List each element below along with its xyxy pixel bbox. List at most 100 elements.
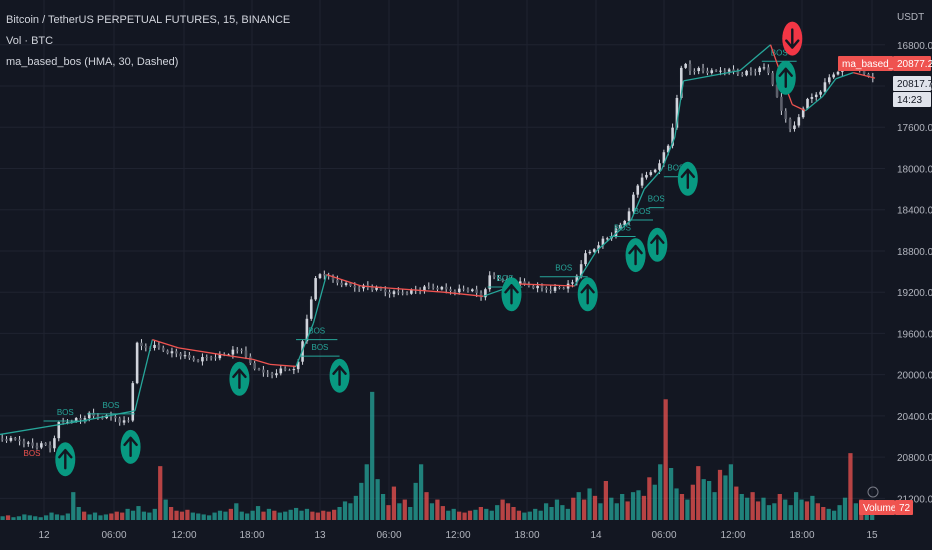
volume-bar — [348, 503, 353, 520]
time-axis[interactable]: 12 06:00 12:00 18:00 13 06:00 12:00 18:00 14 06:0… — [38, 530, 878, 541]
volume-bar — [489, 510, 494, 520]
volume-bar — [685, 499, 690, 520]
candle-body — [331, 275, 335, 280]
volume-bar — [810, 495, 815, 520]
volume-bar — [592, 495, 598, 520]
candle-body — [653, 169, 657, 173]
volume-bar — [0, 516, 5, 520]
volume-bar — [65, 513, 70, 520]
time-tick-label: 12:00 — [445, 530, 470, 541]
volume-bar — [408, 507, 413, 520]
volume-bar — [299, 510, 304, 520]
candle-body — [549, 289, 552, 291]
volume-value-tag: 72 — [895, 500, 913, 515]
volume-bar — [446, 510, 451, 520]
volume-bar — [397, 503, 402, 520]
time-tick-label: 12:00 — [171, 530, 196, 541]
time-tick-label: 14 — [590, 530, 602, 541]
price-tick-label: 20800.0 — [897, 453, 932, 464]
candle-body — [867, 73, 870, 77]
volume-bar — [739, 494, 744, 520]
price-axis[interactable]: USDT 21200.0 20800.0 20400.0 20000.0 19600.0… — [897, 12, 932, 505]
candle-body — [732, 69, 735, 72]
candle-body — [553, 287, 557, 291]
ma-segment — [217, 353, 253, 360]
candle-body — [44, 443, 48, 445]
candle-body — [806, 98, 809, 109]
price-tick-label: 19200.0 — [897, 288, 932, 299]
volume-bar — [130, 510, 136, 520]
candle-body — [619, 224, 622, 229]
candle-body — [518, 281, 522, 284]
time-tick-label: 06:00 — [101, 530, 126, 541]
candle-body — [701, 68, 705, 71]
volume-bar — [370, 391, 375, 520]
candle-body — [266, 372, 270, 374]
time-tick-label: 18:00 — [789, 530, 814, 541]
volume-bar — [288, 509, 293, 520]
volume-indicator-label[interactable]: Vol · BTC — [6, 35, 54, 47]
volume-bar — [484, 508, 489, 520]
candle-body — [127, 420, 130, 422]
candle-body — [484, 289, 487, 298]
candle-body — [427, 286, 431, 288]
candle-body — [706, 70, 709, 74]
candle-body — [662, 152, 666, 164]
volume-bar — [359, 482, 364, 520]
price-tick-label: 16800.0 — [897, 41, 932, 52]
candle-body — [492, 275, 496, 278]
volume-bar — [614, 503, 619, 520]
candle-body — [793, 125, 796, 130]
volume-bar — [391, 486, 397, 520]
candle-body — [31, 442, 34, 446]
candle-body — [531, 285, 535, 289]
settings-circle-icon — [867, 486, 879, 498]
volume-bar — [837, 505, 842, 520]
volume-bar — [33, 516, 38, 520]
volume-bar — [82, 511, 87, 520]
volume-bar — [641, 495, 647, 520]
candle-body — [440, 286, 444, 290]
candle-body — [688, 63, 692, 71]
volume-bar — [799, 499, 804, 520]
candle-body — [92, 412, 95, 417]
volume-bar — [234, 503, 239, 520]
candle-body — [18, 439, 21, 442]
volume-bar — [125, 508, 130, 520]
symbol-title[interactable]: Bitcoin / TetherUS PERPETUAL FUTURES, 15… — [6, 14, 291, 26]
candle-body — [693, 70, 696, 72]
volume-bar — [728, 464, 733, 520]
volume-bar — [114, 511, 119, 520]
bos-label: BOS — [634, 207, 651, 216]
candle-body — [444, 286, 448, 290]
countdown-tag-text: 14:23 — [897, 95, 922, 106]
volume-bar — [283, 511, 288, 520]
volume-bar — [158, 466, 163, 520]
candle-body — [57, 421, 61, 439]
ma-segment — [853, 71, 876, 79]
ma-segment — [152, 338, 179, 349]
volume-bar — [92, 512, 98, 520]
candle-body — [540, 285, 544, 288]
candle-body — [488, 275, 492, 290]
candle-body — [671, 127, 674, 146]
volume-bar — [364, 464, 369, 520]
candle-body — [192, 357, 196, 361]
price-tick-label: 21200.0 — [897, 494, 932, 505]
volume-bar — [255, 506, 261, 520]
candle-body — [601, 238, 605, 246]
candle-body — [479, 292, 483, 298]
volume-bar — [766, 505, 772, 520]
indicator-label[interactable]: ma_based_bos (HMA, 30, Dashed) — [6, 56, 179, 68]
volume-bar — [848, 453, 853, 520]
ma-segment — [595, 219, 632, 252]
candle-body — [431, 286, 435, 288]
volume-bar — [141, 511, 147, 520]
volume-value-tag-bg — [895, 500, 913, 515]
ma-segment — [252, 358, 271, 365]
candle-body — [83, 418, 87, 420]
volume-bar — [207, 515, 212, 520]
price-tick-label: 18400.0 — [897, 206, 932, 217]
candle-body — [801, 108, 805, 118]
